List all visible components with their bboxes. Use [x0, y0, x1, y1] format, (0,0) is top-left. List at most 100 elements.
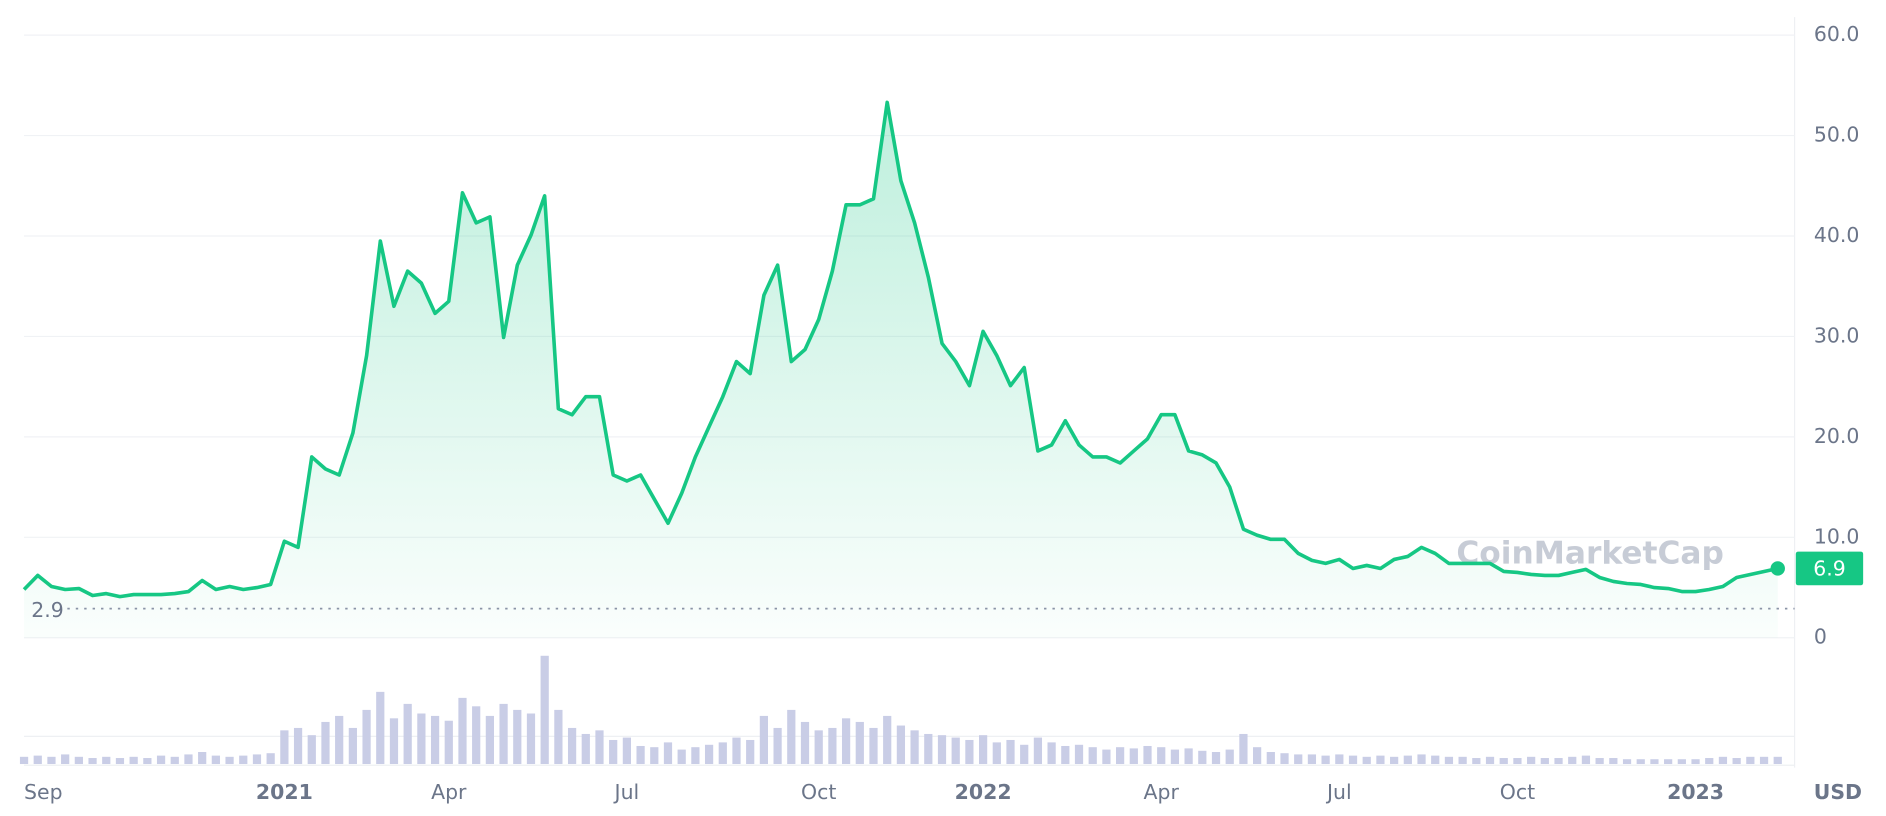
volume-bar	[1047, 742, 1056, 765]
volume-bar	[280, 730, 289, 765]
y-tick-label: 20.0	[1814, 424, 1860, 448]
volume-bar	[458, 697, 467, 765]
y-tick-label: 10.0	[1814, 524, 1860, 548]
price-badge-label: 6.9	[1813, 557, 1846, 581]
volume-bar	[1718, 756, 1728, 765]
volume-bar	[924, 733, 933, 765]
x-tick-label: Jul	[613, 780, 640, 804]
volume-bar	[869, 727, 878, 765]
volume-bar	[718, 742, 727, 765]
currency: USD	[1814, 780, 1862, 804]
volume-bar	[376, 691, 385, 765]
y-tick-label: 40.0	[1814, 223, 1860, 247]
volume-bar	[1170, 749, 1180, 765]
volume-bar	[1759, 756, 1769, 765]
volume-bar	[1362, 756, 1371, 765]
volume-bar	[1348, 755, 1358, 765]
volume-bar	[1239, 733, 1248, 765]
volume-bar	[1321, 755, 1330, 765]
volume-bar	[1581, 755, 1591, 765]
volume-bar	[951, 737, 960, 765]
volume-bar	[1143, 745, 1152, 765]
volume-bar	[1390, 756, 1399, 765]
volume-bar	[965, 739, 974, 765]
volume-bar	[526, 713, 536, 765]
volume-bar	[293, 727, 303, 765]
volume-bar	[307, 735, 316, 765]
volume-bar	[88, 758, 97, 765]
volume-bar	[841, 718, 851, 765]
volume-bar	[239, 755, 248, 765]
volume-bar	[444, 720, 453, 765]
volume-bar	[1595, 758, 1604, 765]
volume-bar	[1403, 755, 1412, 765]
volume-bar	[581, 733, 590, 765]
volume-bar	[622, 737, 631, 765]
y-tick-label: 60.0	[1814, 22, 1860, 46]
volume-bar	[1431, 755, 1440, 765]
volume-bar	[677, 749, 686, 765]
volume-bar	[1417, 754, 1426, 765]
volume-bar	[170, 756, 179, 765]
watermark: CoinMarketCap	[1456, 536, 1724, 572]
volume-bar	[1568, 756, 1577, 765]
volume-bar	[417, 713, 426, 765]
volume-bar	[1307, 754, 1317, 765]
x-tick-label: Oct	[1500, 780, 1535, 804]
volume-bar	[691, 747, 700, 765]
volume-bar	[184, 754, 193, 765]
volume-bar	[1773, 756, 1782, 765]
last-point	[1770, 561, 1785, 576]
volume-bar	[1664, 759, 1673, 765]
volume-bar	[992, 742, 1001, 765]
volume-bar	[61, 754, 70, 765]
volume-bar	[1335, 754, 1344, 765]
volume-bar	[1444, 756, 1454, 765]
volume-bar	[567, 727, 577, 765]
volume-bar	[595, 730, 604, 765]
volume-bar	[472, 706, 481, 765]
price-line	[22, 100, 1779, 599]
volume-bar	[1116, 747, 1125, 765]
volume-bar	[485, 715, 494, 765]
volume-bar	[773, 727, 782, 765]
volume-bar	[732, 737, 741, 765]
volume-bar	[1184, 748, 1193, 765]
volume-bar	[937, 735, 947, 765]
volume-bar	[1513, 758, 1522, 765]
volume-bar	[1472, 758, 1481, 765]
x-tick-label: Oct	[801, 780, 836, 804]
volume-bar	[855, 721, 864, 765]
volume-bar	[348, 727, 357, 765]
x-tick-label: 2022	[955, 780, 1012, 804]
x-tick-label: Apr	[431, 780, 467, 804]
volume-bar	[1636, 759, 1645, 765]
volume-bar	[636, 745, 645, 765]
volume-bar	[1280, 753, 1289, 765]
volume-bar	[403, 703, 412, 765]
volume-bar	[389, 718, 399, 765]
volume-bar	[1376, 755, 1385, 765]
volume-bar	[335, 715, 344, 765]
volume-bar	[787, 709, 796, 765]
volume-bar	[143, 758, 152, 765]
volume-bar	[430, 715, 440, 765]
volume-bar	[1033, 737, 1043, 765]
volume-bar	[499, 703, 508, 765]
volume-bar	[211, 755, 220, 765]
volume-bar	[650, 747, 659, 765]
volume-bar	[33, 755, 42, 765]
volume-bar	[1225, 749, 1234, 765]
low-label: 2.9	[31, 598, 64, 622]
volume-bar	[252, 754, 262, 765]
volume-bar	[759, 715, 769, 765]
volume-bar	[198, 752, 207, 765]
volume-bar	[704, 744, 714, 765]
volume-bar	[1294, 754, 1303, 765]
volume-bar	[1266, 752, 1275, 765]
volume-bar	[47, 756, 56, 765]
x-tick-label: Apr	[1144, 780, 1180, 804]
volume-bar	[115, 758, 125, 765]
volume-bar	[1705, 758, 1714, 765]
volume-bar	[156, 755, 166, 765]
